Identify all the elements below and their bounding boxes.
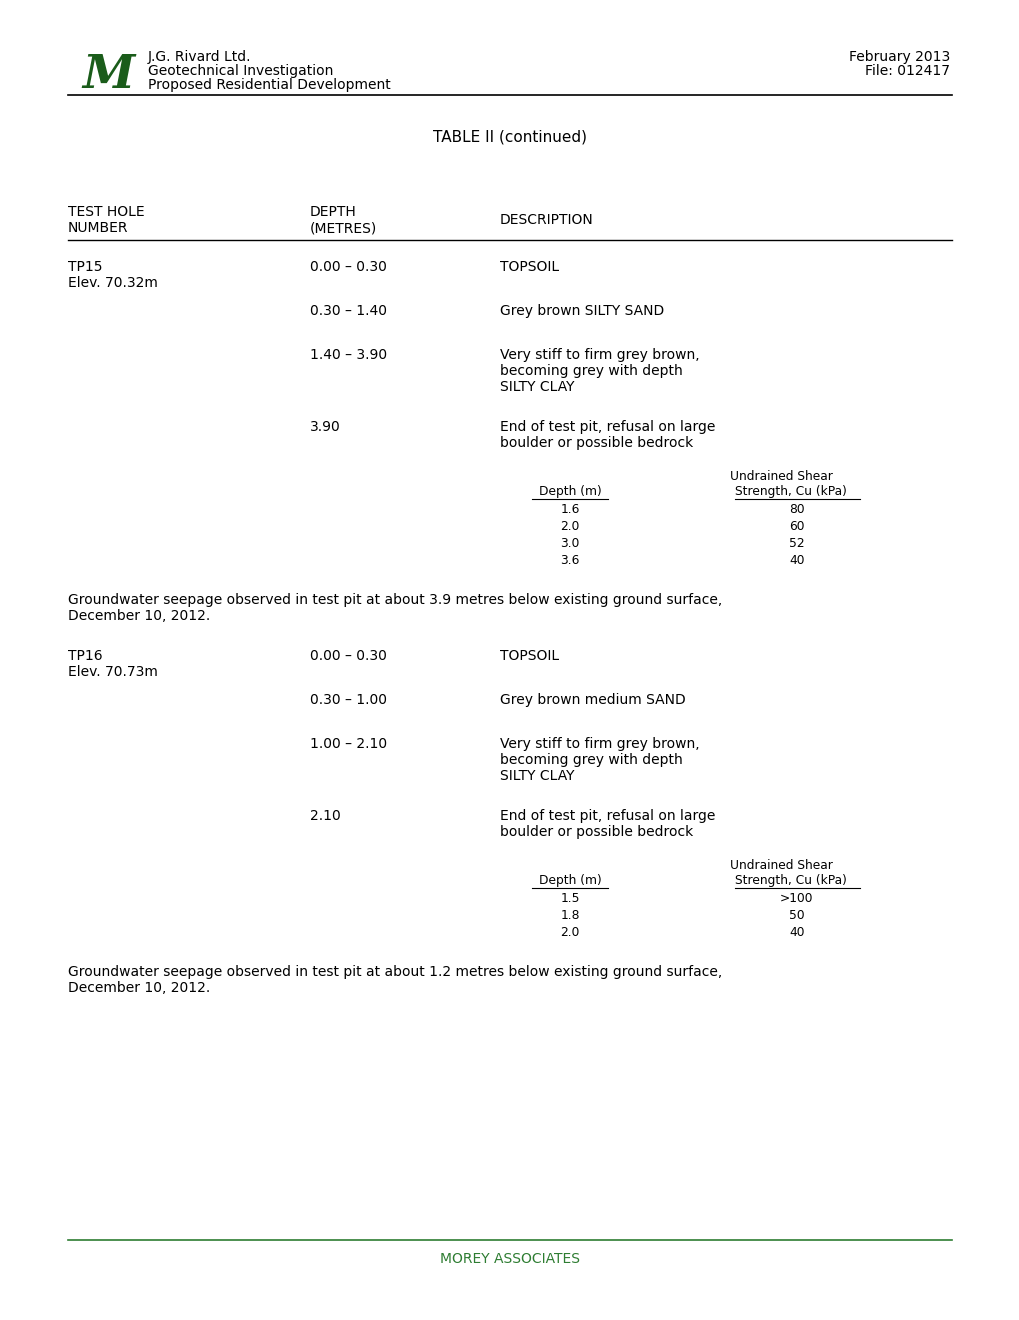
Text: Undrained Shear: Undrained Shear xyxy=(730,470,833,483)
Text: Grey brown medium SAND: Grey brown medium SAND xyxy=(499,693,685,708)
Text: J.G. Rivard Ltd.: J.G. Rivard Ltd. xyxy=(148,50,252,63)
Text: Groundwater seepage observed in test pit at about 3.9 metres below existing grou: Groundwater seepage observed in test pit… xyxy=(68,593,721,607)
Text: February 2013: February 2013 xyxy=(848,50,949,63)
Text: Grey brown SILTY SAND: Grey brown SILTY SAND xyxy=(499,304,663,318)
Text: 0.30 – 1.00: 0.30 – 1.00 xyxy=(310,693,386,708)
Text: TP16: TP16 xyxy=(68,649,103,663)
Text: becoming grey with depth: becoming grey with depth xyxy=(499,364,682,378)
Text: boulder or possible bedrock: boulder or possible bedrock xyxy=(499,436,693,450)
Text: 3.0: 3.0 xyxy=(559,537,579,550)
Text: 1.5: 1.5 xyxy=(559,892,579,906)
Text: TOPSOIL: TOPSOIL xyxy=(499,649,558,663)
Text: TEST HOLE: TEST HOLE xyxy=(68,205,145,219)
Text: 1.00 – 2.10: 1.00 – 2.10 xyxy=(310,737,387,751)
Text: TP15: TP15 xyxy=(68,260,102,275)
Text: Depth (m): Depth (m) xyxy=(538,484,601,498)
Text: 2.10: 2.10 xyxy=(310,809,340,822)
Text: 50: 50 xyxy=(789,909,804,921)
Text: 80: 80 xyxy=(789,503,804,516)
Text: 1.6: 1.6 xyxy=(559,503,579,516)
Text: 1.8: 1.8 xyxy=(559,909,579,921)
Text: 0.30 – 1.40: 0.30 – 1.40 xyxy=(310,304,386,318)
Text: Proposed Residential Development: Proposed Residential Development xyxy=(148,78,390,92)
Text: File: 012417: File: 012417 xyxy=(864,63,949,78)
Text: Undrained Shear: Undrained Shear xyxy=(730,859,833,873)
Text: 0.00 – 0.30: 0.00 – 0.30 xyxy=(310,260,386,275)
Text: End of test pit, refusal on large: End of test pit, refusal on large xyxy=(499,420,714,434)
Text: 2.0: 2.0 xyxy=(559,520,579,533)
Text: (METRES): (METRES) xyxy=(310,220,377,235)
Text: boulder or possible bedrock: boulder or possible bedrock xyxy=(499,825,693,840)
Text: DESCRIPTION: DESCRIPTION xyxy=(499,213,593,227)
Text: NUMBER: NUMBER xyxy=(68,220,128,235)
Text: >100: >100 xyxy=(780,892,813,906)
Text: December 10, 2012.: December 10, 2012. xyxy=(68,981,210,995)
Text: becoming grey with depth: becoming grey with depth xyxy=(499,752,682,767)
Text: End of test pit, refusal on large: End of test pit, refusal on large xyxy=(499,809,714,822)
Text: 2.0: 2.0 xyxy=(559,927,579,939)
Text: December 10, 2012.: December 10, 2012. xyxy=(68,609,210,623)
Text: Strength, Cu (kPa): Strength, Cu (kPa) xyxy=(735,484,846,498)
Text: Very stiff to firm grey brown,: Very stiff to firm grey brown, xyxy=(499,737,699,751)
Text: Strength, Cu (kPa): Strength, Cu (kPa) xyxy=(735,874,846,887)
Text: 60: 60 xyxy=(789,520,804,533)
Text: Groundwater seepage observed in test pit at about 1.2 metres below existing grou: Groundwater seepage observed in test pit… xyxy=(68,965,721,979)
Text: Depth (m): Depth (m) xyxy=(538,874,601,887)
Text: DEPTH: DEPTH xyxy=(310,205,357,219)
Text: MOREY ASSOCIATES: MOREY ASSOCIATES xyxy=(439,1251,580,1266)
Text: 52: 52 xyxy=(789,537,804,550)
Text: Very stiff to firm grey brown,: Very stiff to firm grey brown, xyxy=(499,348,699,362)
Text: 0.00 – 0.30: 0.00 – 0.30 xyxy=(310,649,386,663)
Text: 3.6: 3.6 xyxy=(559,554,579,568)
Text: Elev. 70.32m: Elev. 70.32m xyxy=(68,276,158,290)
Text: Geotechnical Investigation: Geotechnical Investigation xyxy=(148,63,333,78)
Text: TABLE II (continued): TABLE II (continued) xyxy=(433,129,586,145)
Text: Elev. 70.73m: Elev. 70.73m xyxy=(68,665,158,678)
Text: TOPSOIL: TOPSOIL xyxy=(499,260,558,275)
Text: 3.90: 3.90 xyxy=(310,420,340,434)
Text: M: M xyxy=(82,51,133,98)
Text: SILTY CLAY: SILTY CLAY xyxy=(499,380,574,393)
Text: 40: 40 xyxy=(789,554,804,568)
Text: 1.40 – 3.90: 1.40 – 3.90 xyxy=(310,348,387,362)
Text: SILTY CLAY: SILTY CLAY xyxy=(499,770,574,783)
Text: 40: 40 xyxy=(789,927,804,939)
